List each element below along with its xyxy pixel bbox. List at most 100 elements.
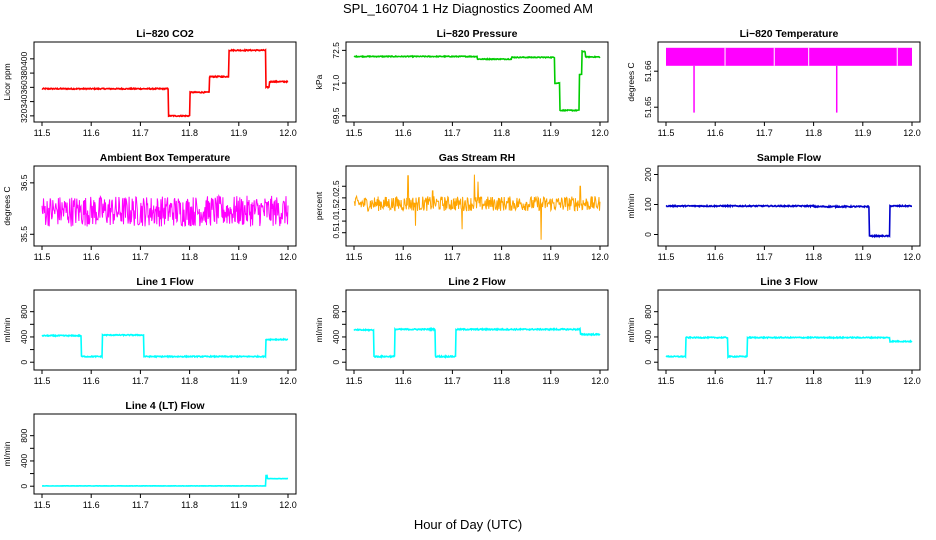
x-tick-label: 12.0: [591, 252, 609, 262]
x-tick-label: 12.0: [279, 128, 297, 138]
x-tick-label: 11.8: [493, 252, 510, 262]
series-line: [41, 333, 289, 360]
series-line: [665, 335, 913, 360]
y-tick-label: 200: [643, 167, 653, 181]
y-tick-label: 320: [19, 109, 29, 123]
y-tick-label: 51.65: [643, 96, 653, 118]
y-axis-label: ml/min: [626, 193, 636, 218]
x-tick-label: 11.9: [542, 128, 559, 138]
subplot-title: Line 2 Flow: [448, 276, 506, 288]
x-tick-label: 11.7: [756, 128, 773, 138]
x-tick-label: 11.9: [230, 128, 247, 138]
x-tick-label: 11.7: [444, 128, 461, 138]
y-tick-label: 0: [643, 232, 653, 237]
y-tick-label: 400: [19, 330, 29, 344]
subplot-title: Line 4 (LT) Flow: [125, 400, 205, 412]
plot-frame: [345, 41, 609, 123]
x-tick-label: 12.0: [903, 128, 921, 138]
x-tick-label: 11.6: [83, 500, 100, 510]
y-tick-label: 800: [331, 304, 341, 318]
subplot-title: Gas Stream RH: [439, 152, 515, 164]
y-tick-label: 72.5: [331, 42, 341, 59]
x-tick-label: 11.5: [658, 252, 675, 262]
y-axis-label: Licor ppm: [2, 63, 12, 100]
y-tick-label: 1.5: [331, 203, 341, 215]
x-tick-label: 11.8: [805, 376, 822, 386]
subplot-4: Ambient Box Temperature degrees C 11.5 11.6…: [2, 152, 297, 262]
x-tick-label: 11.8: [181, 252, 198, 262]
subplot-2: Li−820 Pressure kPa 11.5 11.6 11.7 11.8 11.9 12…: [314, 28, 609, 138]
y-axis-label: percent: [314, 191, 324, 220]
x-tick-label: 11.9: [854, 128, 871, 138]
x-tick-label: 11.6: [707, 252, 724, 262]
x-tick-label: 11.7: [756, 376, 773, 386]
x-tick-label: 12.0: [279, 376, 297, 386]
x-tick-label: 11.8: [493, 376, 510, 386]
y-tick-label: 0: [331, 360, 341, 365]
plot-frame: [33, 165, 297, 247]
y-tick-label: 360: [19, 80, 29, 94]
y-axis-label: ml/min: [626, 317, 636, 342]
x-tick-label: 12.0: [903, 252, 921, 262]
x-tick-label: 11.5: [34, 376, 51, 386]
series-line: [42, 474, 289, 487]
series-line: [353, 49, 601, 112]
series-line: [353, 326, 601, 359]
y-tick-label: 0: [643, 360, 653, 365]
x-tick-label: 11.8: [493, 128, 510, 138]
x-tick-label: 12.0: [903, 376, 921, 386]
figure-xlabel: Hour of Day (UTC): [413, 517, 523, 532]
figure-title: SPL_160704 1 Hz Diagnostics Zoomed AM: [342, 1, 594, 16]
x-tick-label: 11.9: [542, 252, 559, 262]
series-line: [41, 193, 289, 228]
y-tick-label: 0.5: [331, 227, 341, 239]
plot-frame: [657, 289, 921, 371]
y-tick-label: 100: [643, 197, 653, 211]
x-tick-label: 11.5: [346, 252, 363, 262]
y-tick-label: 35.5: [19, 226, 29, 243]
x-tick-label: 11.9: [542, 376, 559, 386]
x-tick-label: 11.6: [83, 128, 100, 138]
y-axis-label: degrees C: [626, 62, 636, 101]
y-tick-label: 0: [19, 360, 29, 365]
x-tick-label: 12.0: [591, 128, 609, 138]
y-axis-label: ml/min: [2, 317, 12, 342]
series-line: [665, 203, 912, 239]
x-tick-label: 11.6: [395, 252, 412, 262]
x-tick-label: 11.9: [854, 252, 871, 262]
x-tick-label: 11.6: [395, 128, 412, 138]
subplot-6: Sample Flow ml/min 11.5 11.6 11.7 11.8 11.9 12.…: [626, 152, 921, 262]
y-tick-label: 1.0: [331, 215, 341, 227]
x-tick-label: 11.5: [34, 500, 51, 510]
x-tick-label: 12.0: [591, 376, 609, 386]
plot-frame: [345, 289, 609, 371]
subplot-3: Li−820 Temperature degrees C 11.5 11.6 11.7 1…: [626, 28, 921, 138]
temperature-band: [666, 47, 912, 66]
subplot-1: Li−820 CO2 Licor ppm 11.5 11.6 11.7 11.8 11.9 1…: [2, 28, 297, 138]
x-tick-label: 11.6: [707, 128, 724, 138]
x-tick-label: 11.6: [707, 376, 724, 386]
x-tick-label: 11.7: [756, 252, 773, 262]
x-tick-label: 11.7: [132, 376, 149, 386]
y-tick-label: 0: [19, 484, 29, 489]
series-line: [41, 48, 289, 118]
x-tick-label: 11.9: [230, 252, 247, 262]
y-tick-label: 51.66: [643, 60, 653, 82]
y-axis-label: ml/min: [314, 317, 324, 342]
x-tick-label: 11.6: [83, 252, 100, 262]
y-axis-label: degrees C: [2, 186, 12, 225]
y-tick-label: 36.5: [19, 174, 29, 191]
x-tick-label: 12.0: [279, 500, 297, 510]
x-tick-label: 11.5: [34, 128, 51, 138]
y-tick-label: 400: [643, 330, 653, 344]
y-tick-label: 800: [19, 304, 29, 318]
x-tick-label: 11.9: [230, 376, 247, 386]
x-tick-label: 11.7: [132, 128, 149, 138]
plot-frame: [33, 289, 297, 371]
x-tick-label: 11.5: [658, 128, 675, 138]
plot-frame: [345, 165, 609, 247]
x-tick-label: 11.7: [132, 500, 149, 510]
x-tick-label: 11.6: [83, 376, 100, 386]
subplot-title: Li−820 CO2: [136, 28, 194, 40]
